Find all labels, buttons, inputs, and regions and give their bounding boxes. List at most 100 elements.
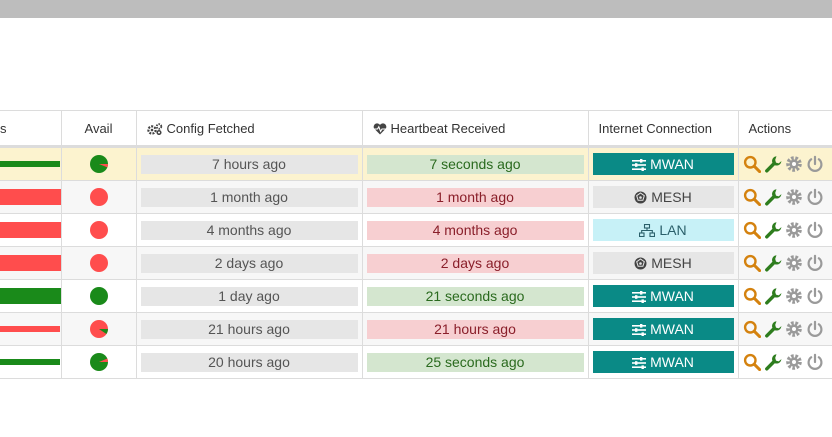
- device-table: s Avail Config Fetched Heartbeat Receive…: [0, 110, 832, 379]
- column-header-actions: Actions: [738, 110, 832, 148]
- connection-label: MWAN: [650, 288, 694, 304]
- connection-badge: MWAN: [592, 351, 734, 373]
- internet-connection-cell: MESH: [588, 180, 739, 214]
- power-icon[interactable]: [806, 353, 824, 371]
- actions-cell: [738, 279, 832, 313]
- gear-icon[interactable]: [785, 155, 803, 173]
- availability-pie: [89, 320, 108, 339]
- search-icon[interactable]: [743, 353, 761, 372]
- status-bar-cell: [0, 345, 62, 379]
- table-row[interactable]: 1 month ago 1 month ago MESH: [0, 180, 832, 214]
- gear-icon[interactable]: [785, 353, 803, 371]
- table-row[interactable]: 20 hours ago 25 seconds ago MWAN: [0, 345, 832, 379]
- status-bar-cell: [0, 312, 62, 346]
- config-fetched-value: 2 days ago: [140, 253, 358, 273]
- search-icon[interactable]: [743, 287, 761, 306]
- avail-cell: [61, 146, 137, 181]
- column-header-status[interactable]: s: [0, 110, 62, 148]
- connection-badge: MESH: [592, 252, 734, 274]
- search-icon[interactable]: [743, 155, 761, 174]
- avail-cell: [61, 213, 137, 247]
- config-fetched-cell: 4 months ago: [136, 213, 363, 247]
- heartbeat-cell: 21 seconds ago: [362, 279, 589, 313]
- avail-cell: [61, 180, 137, 214]
- gear-icon[interactable]: [785, 254, 803, 272]
- availability-pie: [89, 254, 108, 273]
- config-fetched-value: 20 hours ago: [140, 352, 358, 372]
- status-bar-cell: [0, 213, 62, 247]
- connection-badge: MESH: [592, 186, 734, 208]
- availability-pie: [89, 221, 108, 240]
- search-icon[interactable]: [743, 320, 761, 339]
- connection-badge: MWAN: [592, 153, 734, 175]
- column-header-config[interactable]: Config Fetched: [136, 110, 363, 148]
- heartbeat-cell: 21 hours ago: [362, 312, 589, 346]
- column-header-avail[interactable]: Avail: [61, 110, 137, 148]
- power-icon[interactable]: [806, 221, 824, 239]
- status-bar-cell: [0, 279, 62, 313]
- actions-cell: [738, 312, 832, 346]
- power-icon[interactable]: [806, 287, 824, 305]
- internet-connection-cell: MESH: [588, 246, 739, 280]
- wrench-icon[interactable]: [764, 353, 782, 371]
- table-row[interactable]: 4 months ago 4 months ago LAN: [0, 213, 832, 247]
- table-row[interactable]: 21 hours ago 21 hours ago MWAN: [0, 312, 832, 346]
- connection-label: MWAN: [650, 156, 694, 172]
- config-fetched-cell: 7 hours ago: [136, 146, 363, 181]
- power-icon[interactable]: [806, 254, 824, 272]
- config-fetched-value: 1 day ago: [140, 286, 358, 306]
- heartbeat-cell: 1 month ago: [362, 180, 589, 214]
- connection-badge: MWAN: [592, 318, 734, 340]
- power-icon[interactable]: [806, 155, 824, 173]
- column-header-config-label: Config Fetched: [166, 120, 255, 136]
- table-row[interactable]: 1 day ago 21 seconds ago MWAN: [0, 279, 832, 313]
- sliders-icon: [632, 291, 647, 303]
- heartbeat-cell: 7 seconds ago: [362, 146, 589, 181]
- column-header-heartbeat-label: Heartbeat Received: [390, 120, 506, 136]
- wrench-icon[interactable]: [764, 254, 782, 272]
- connection-label: LAN: [659, 222, 687, 238]
- column-header-internet[interactable]: Internet Connection: [588, 110, 739, 148]
- mesh-icon: [634, 191, 647, 204]
- sliders-icon: [632, 159, 647, 171]
- config-fetched-cell: 20 hours ago: [136, 345, 363, 379]
- heartbeat-cell: 25 seconds ago: [362, 345, 589, 379]
- config-fetched-value: 4 months ago: [140, 220, 358, 240]
- status-bar: [0, 161, 60, 167]
- table-row[interactable]: 7 hours ago 7 seconds ago MWAN: [0, 146, 832, 181]
- connection-badge: LAN: [592, 219, 734, 241]
- config-fetched-cell: 21 hours ago: [136, 312, 363, 346]
- wrench-icon[interactable]: [764, 320, 782, 338]
- wrench-icon[interactable]: [764, 188, 782, 206]
- search-icon[interactable]: [743, 188, 761, 207]
- table-header-row: s Avail Config Fetched Heartbeat Receive…: [0, 110, 832, 148]
- table-row[interactable]: 2 days ago 2 days ago MESH: [0, 246, 832, 280]
- power-icon[interactable]: [806, 188, 824, 206]
- actions-cell: [738, 180, 832, 214]
- sliders-icon: [632, 357, 647, 369]
- search-icon[interactable]: [743, 254, 761, 273]
- network-icon: [639, 223, 656, 238]
- avail-cell: [61, 312, 137, 346]
- actions-cell: [738, 146, 832, 181]
- config-fetched-value: 21 hours ago: [140, 319, 358, 339]
- search-icon[interactable]: [743, 221, 761, 240]
- heartbeat-value: 21 seconds ago: [366, 286, 584, 306]
- gear-icon[interactable]: [785, 188, 803, 206]
- actions-cell: [738, 246, 832, 280]
- heartbeat-value: 2 days ago: [366, 253, 584, 273]
- availability-pie: [89, 155, 108, 174]
- gear-icon[interactable]: [785, 320, 803, 338]
- internet-connection-cell: MWAN: [588, 279, 739, 313]
- wrench-icon[interactable]: [764, 287, 782, 305]
- actions-cell: [738, 345, 832, 379]
- gear-icon[interactable]: [785, 221, 803, 239]
- internet-connection-cell: MWAN: [588, 312, 739, 346]
- wrench-icon[interactable]: [764, 155, 782, 173]
- wrench-icon[interactable]: [764, 221, 782, 239]
- column-header-heartbeat[interactable]: Heartbeat Received: [362, 110, 589, 148]
- status-bar-cell: [0, 180, 62, 214]
- internet-connection-cell: LAN: [588, 213, 739, 247]
- gear-icon[interactable]: [785, 287, 803, 305]
- power-icon[interactable]: [806, 320, 824, 338]
